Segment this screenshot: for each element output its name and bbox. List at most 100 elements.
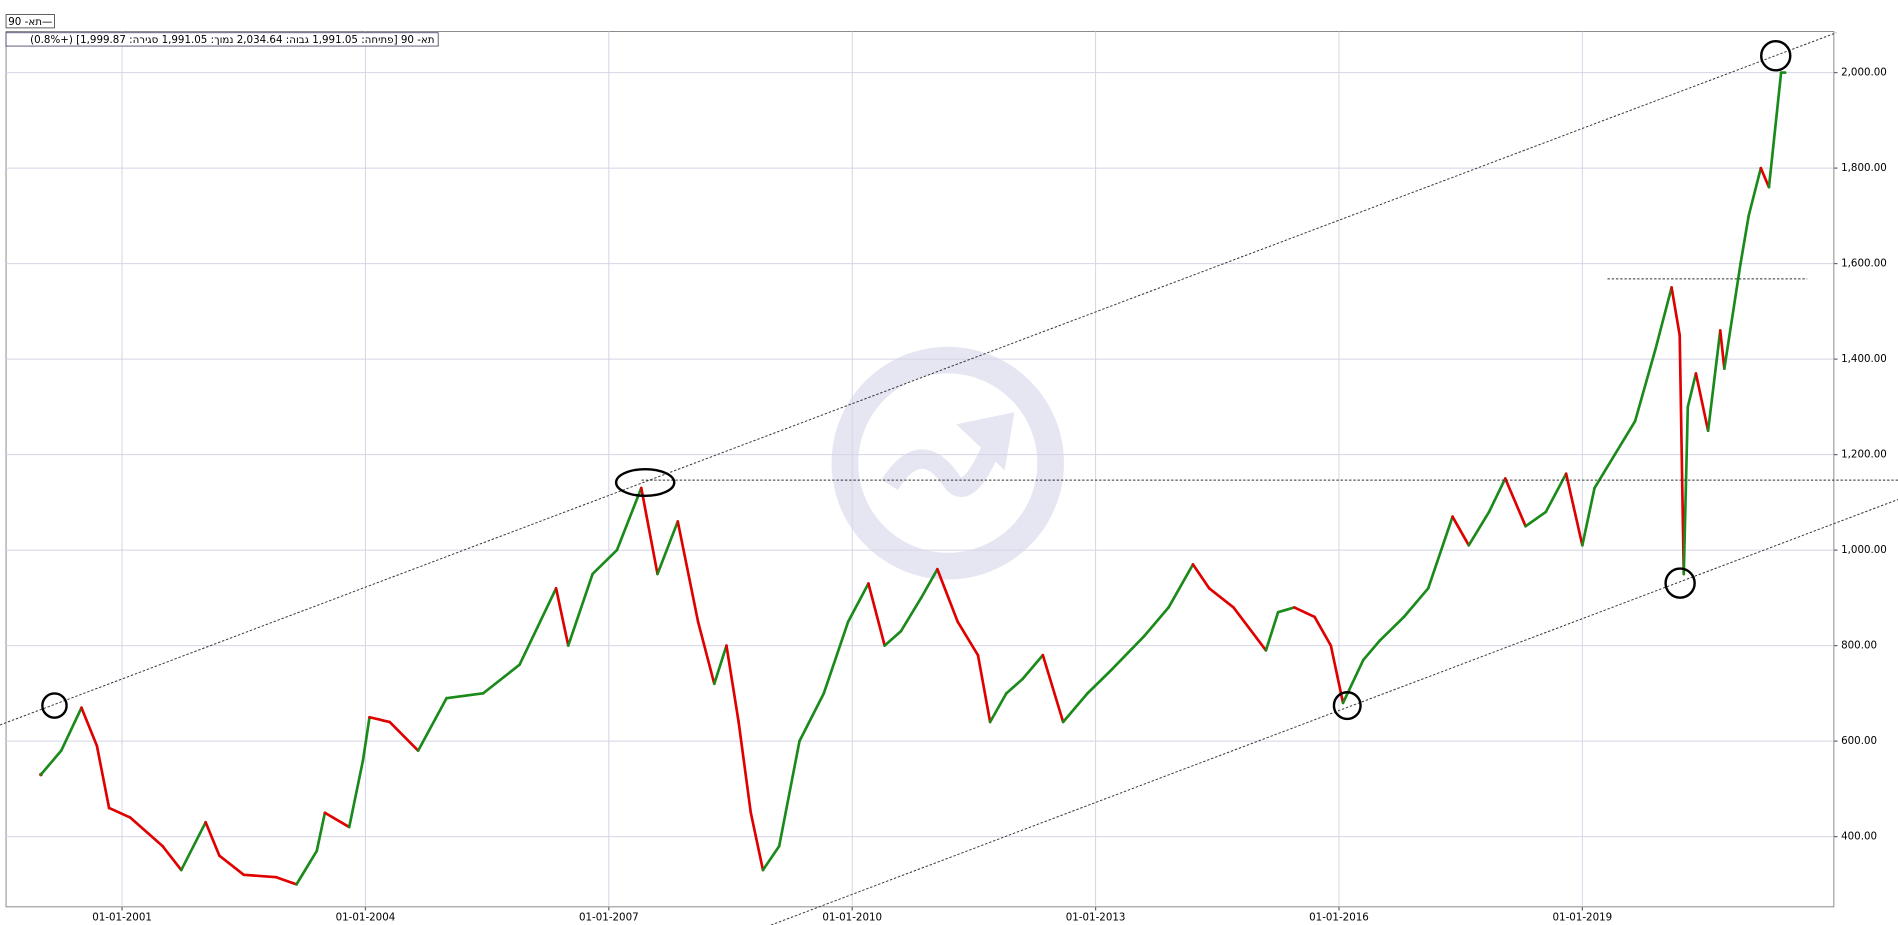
price-segment: [1041, 653, 1065, 724]
price-segment: [976, 653, 992, 724]
price-segment: [676, 520, 700, 624]
price-segment: [1451, 515, 1471, 547]
price-segment: [777, 739, 801, 848]
price-segment: [39, 749, 63, 776]
price-segment: [798, 692, 826, 743]
price-segment: [1313, 615, 1333, 647]
highlight-circle: [1332, 691, 1362, 721]
price-segment: [1487, 477, 1507, 514]
price-segment: [204, 820, 221, 858]
price-segment: [218, 854, 246, 877]
price-segment: [1005, 677, 1024, 695]
y-tick-label: 600.00: [1841, 735, 1877, 747]
x-tick-label: 01-01-2001: [92, 912, 152, 924]
price-segment: [445, 692, 485, 700]
price-segment: [1670, 286, 1682, 337]
price-segment: [242, 873, 278, 879]
grid: [6, 31, 1834, 907]
price-segment: [481, 663, 521, 695]
price-segment: [1767, 71, 1783, 189]
price-segment: [725, 644, 740, 724]
price-segment: [883, 629, 903, 647]
price-segment: [1142, 606, 1170, 638]
price-segment: [1426, 515, 1454, 590]
price-segment: [1361, 639, 1381, 662]
highlight-circle: [1760, 40, 1792, 72]
price-segment: [749, 811, 765, 872]
price-segment: [1694, 372, 1710, 433]
price-segment: [639, 486, 659, 576]
price-segment: [712, 644, 728, 686]
price-segment: [1264, 610, 1280, 652]
price-segment: [1524, 510, 1548, 528]
price-segment: [822, 620, 850, 695]
price-segment: [1191, 563, 1211, 590]
y-tick-label: 800.00: [1841, 640, 1877, 652]
price-segment: [1564, 472, 1584, 547]
price-segment: [1110, 634, 1146, 671]
legend-label: תא- 90—: [8, 16, 52, 28]
price-segment: [846, 582, 870, 624]
price-segment: [1402, 586, 1430, 619]
price-segment: [368, 715, 392, 724]
price-segment: [1722, 262, 1742, 370]
y-tick-label: 1,600.00: [1841, 258, 1887, 270]
price-segment: [128, 816, 164, 848]
price-segment: [1293, 606, 1316, 619]
x-tick-label: 01-01-2016: [1309, 912, 1369, 924]
price-segment: [615, 486, 643, 552]
price-segment: [1759, 166, 1771, 189]
price-segment: [696, 620, 716, 686]
info-box: [5, 32, 439, 47]
price-segment: [80, 706, 99, 748]
price-segment: [347, 758, 365, 829]
y-tick-label: 400.00: [1841, 831, 1877, 843]
price-segment: [1378, 615, 1406, 643]
price-segment: [518, 586, 558, 667]
price-segment: [919, 567, 939, 600]
price-segment: [1654, 286, 1673, 351]
price-segment: [1341, 658, 1365, 705]
price-segment: [988, 692, 1008, 724]
price-segment: [1633, 348, 1657, 423]
price-segment: [656, 520, 680, 576]
price-segment: [761, 844, 781, 872]
price-segment: [1593, 453, 1617, 490]
price-segment: [1747, 166, 1763, 218]
price-segment: [1207, 586, 1235, 609]
price-segment: [1581, 486, 1596, 547]
price-segment: [274, 875, 298, 886]
price-segment: [361, 715, 371, 762]
y-tick-label: 1,000.00: [1841, 544, 1887, 556]
x-tick-label: 01-01-2010: [822, 912, 882, 924]
price-segment: [1467, 510, 1491, 547]
price-segment: [388, 720, 420, 752]
price-segment: [1686, 372, 1698, 409]
price-segment: [936, 567, 960, 624]
drawings: [0, 32, 1898, 925]
price-segment: [179, 820, 207, 872]
price-segment: [591, 548, 619, 576]
highlight-circle: [614, 467, 676, 498]
x-tick-label: 01-01-2013: [1066, 912, 1126, 924]
price-segment: [1276, 606, 1296, 614]
price-marks: [39, 71, 1787, 886]
x-tick-label: 01-01-2007: [579, 912, 639, 924]
price-segment: [1706, 329, 1722, 433]
price-segment: [899, 596, 923, 633]
price-segment: [295, 849, 319, 886]
y-tick-label: 1,800.00: [1841, 162, 1887, 174]
y-tick-label: 2,000.00: [1841, 67, 1887, 79]
price-segment: [323, 811, 351, 829]
price-segment: [1503, 477, 1527, 528]
price-segment: [416, 696, 448, 752]
legend-box: [5, 14, 55, 29]
price-segment: [867, 582, 886, 647]
price-segment: [107, 806, 132, 819]
price-segment: [956, 620, 980, 657]
x-tick-label: 01-01-2004: [336, 912, 396, 924]
x-tick-label: 01-01-2019: [1552, 912, 1612, 924]
price-segment: [1613, 419, 1637, 456]
info-text: תא- 90 [פתיחה: 1,991.05 גבוה: 2,034.64 נ…: [30, 34, 434, 46]
